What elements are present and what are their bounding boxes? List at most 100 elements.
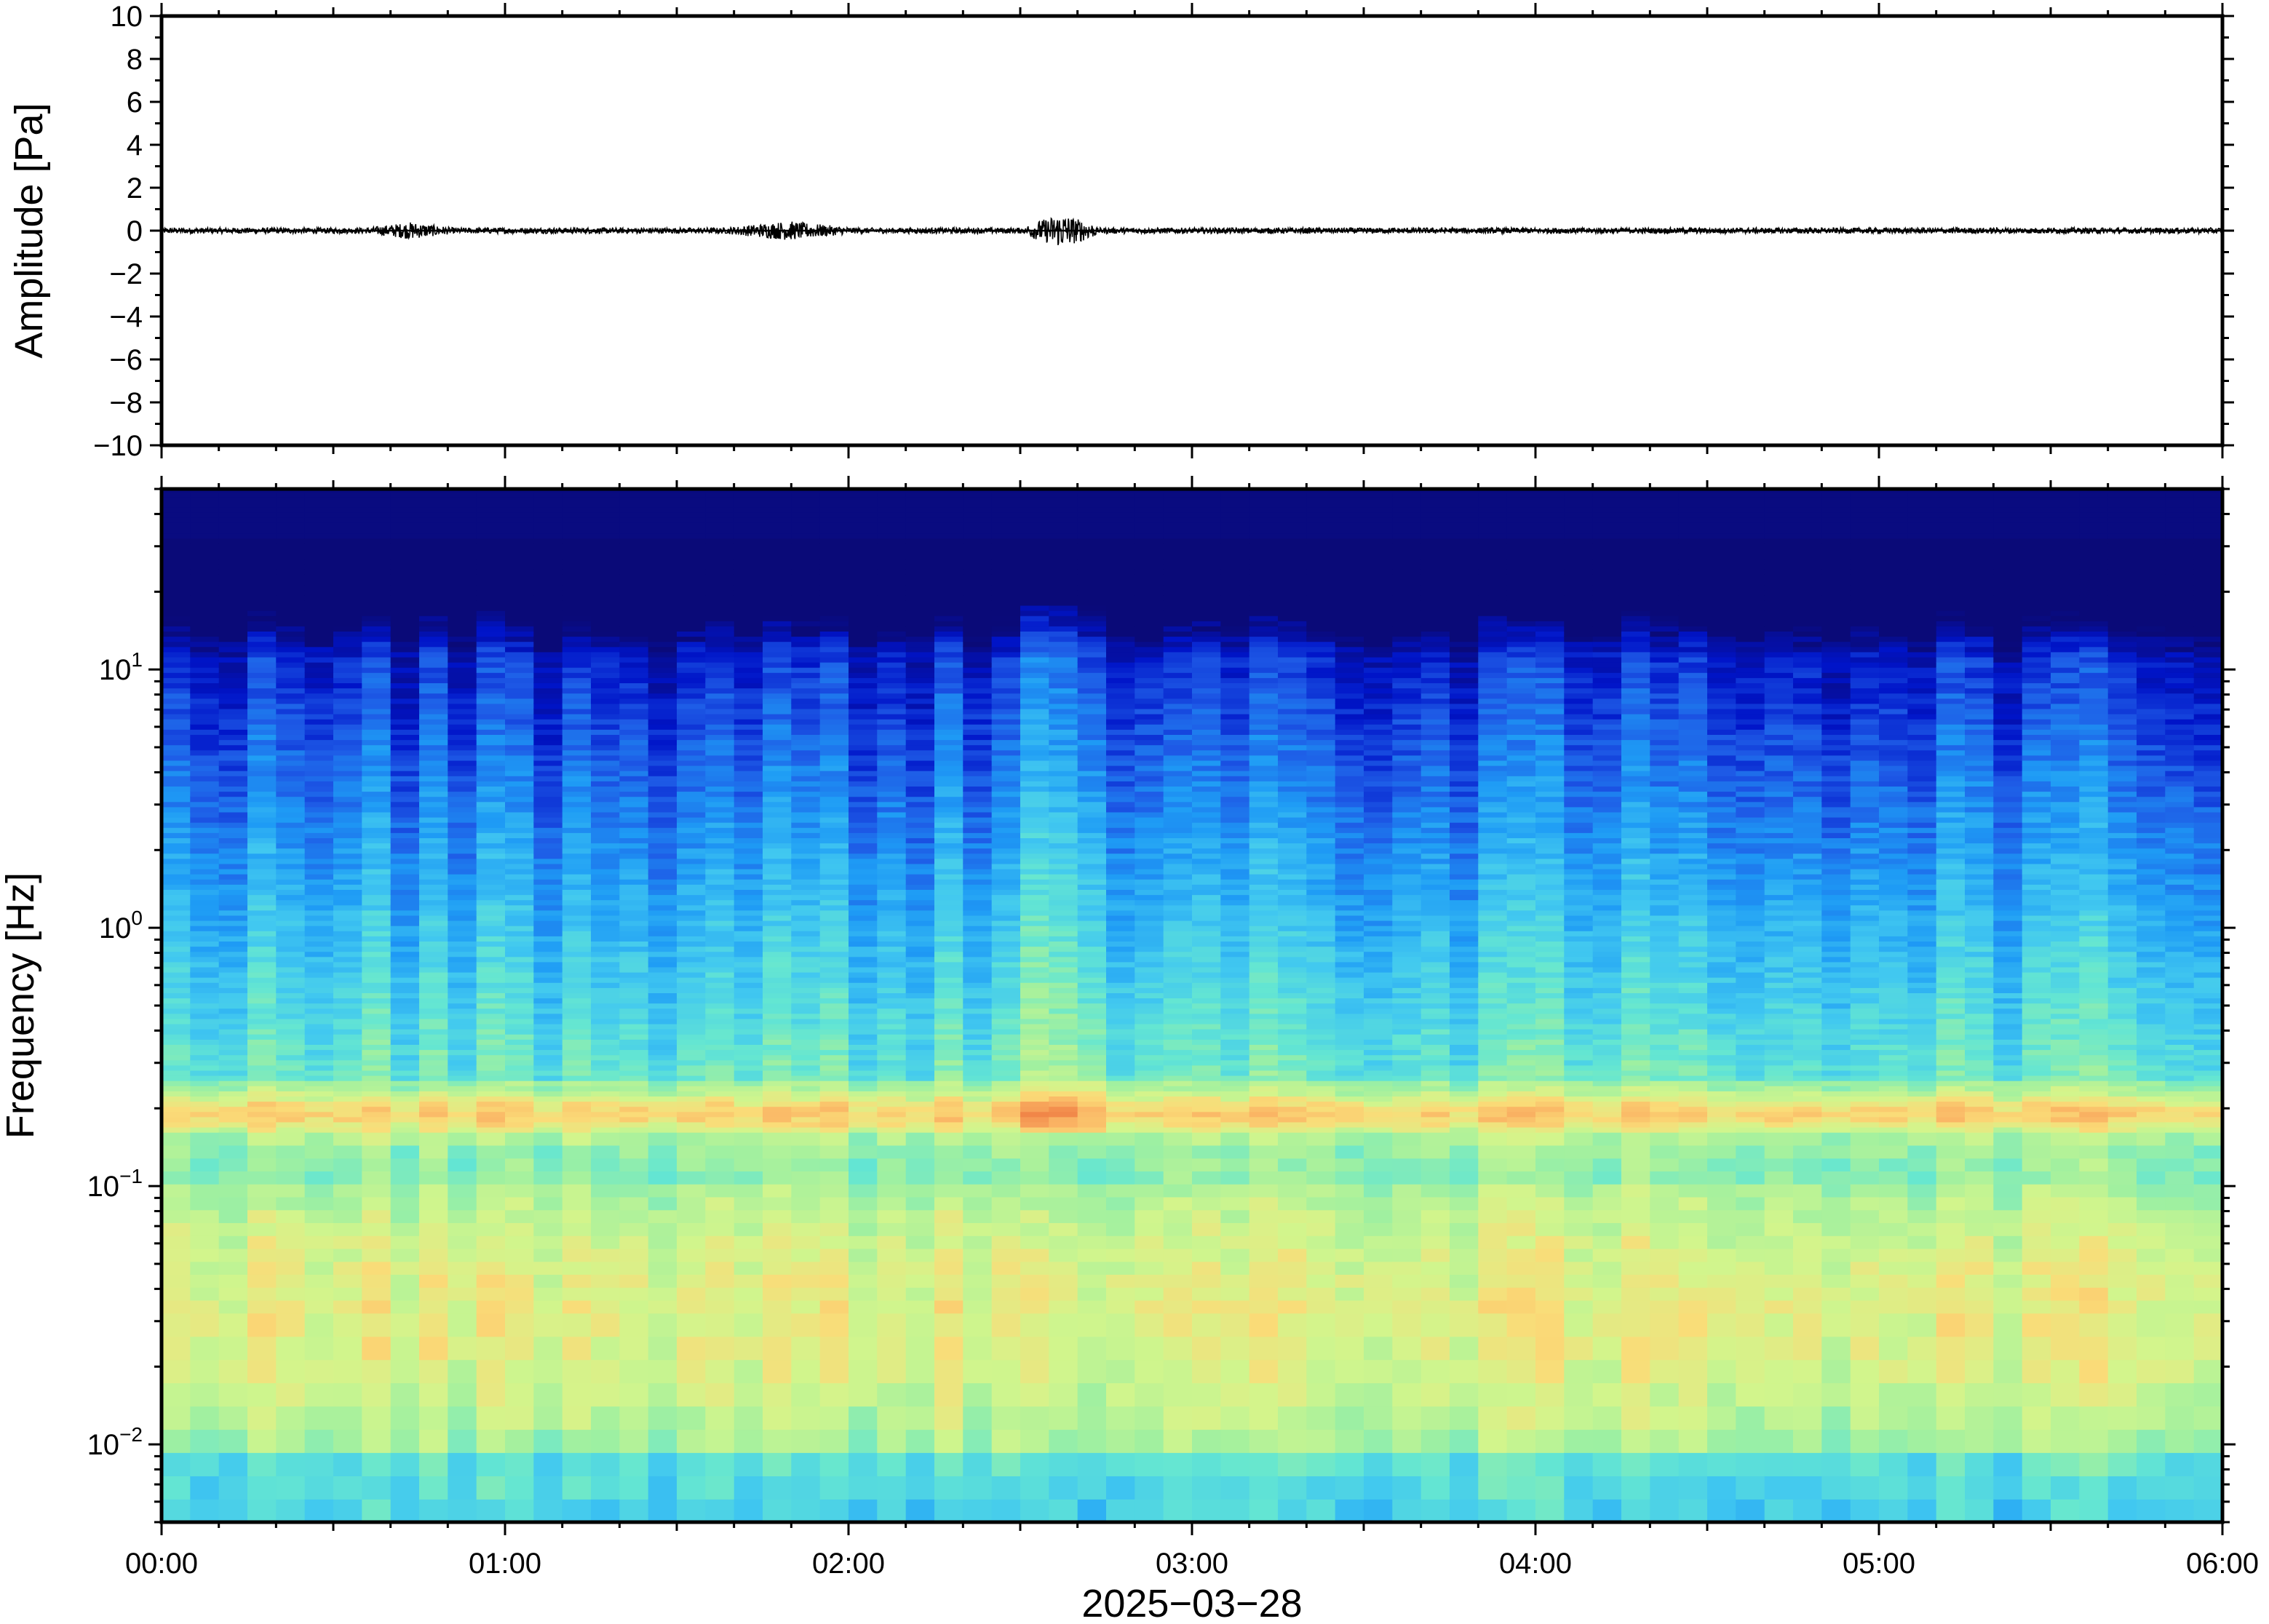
spectrogram-cell [791,553,821,560]
spectrogram-cell [905,858,935,864]
spectrogram-cell [218,1106,248,1112]
spectrogram-cell [390,791,420,797]
spectrogram-cell [190,621,220,626]
spectrogram-cell [763,631,792,637]
spectrogram-cell [476,791,506,797]
spectrogram-cell [390,698,420,704]
spectrogram-cell [791,1075,821,1081]
spectrogram-cell [390,1499,420,1522]
spectrogram-cell [877,1106,907,1112]
spectrogram-cell [562,734,592,741]
spectrogram-cell [791,672,821,678]
spectrogram-cell [247,992,277,999]
spectrogram-cell [304,1054,334,1061]
spectrogram-cell [218,558,248,565]
spectrogram-cell [419,1121,449,1128]
spectrogram-cell [619,615,649,621]
spectrogram-cell [276,621,306,626]
spectrogram-cell [734,961,763,968]
spectrogram-cell [533,1382,563,1407]
spectrogram-cell [190,931,220,936]
spectrogram-cell [562,749,592,756]
spectrogram-cell [849,688,878,694]
spectrogram-cell [1020,806,1050,813]
spectrogram-cell [991,506,1021,513]
spectrogram-cell [562,496,592,503]
spectrogram-cell [934,744,964,751]
spectrogram-cell [333,600,363,606]
spectrogram-cell [562,982,592,988]
spectrogram-cell [819,987,849,993]
spectrogram-cell [190,1235,220,1249]
spectrogram-cell [304,1274,334,1288]
spectrogram-cell [1049,796,1078,803]
spectrogram-cell [763,1126,792,1133]
spectrogram-cell [276,925,306,931]
spectrogram-cell [849,589,878,596]
spectrogram-cell [877,1299,907,1314]
spectrogram-cell [734,1209,763,1223]
spectrogram-cell [877,966,907,973]
spectrogram-cell [533,666,563,673]
spectrogram-cell [419,1059,449,1066]
spectrogram-cell [1077,765,1107,771]
spectrogram-cell [591,936,621,942]
spectrogram-cell [362,1158,392,1171]
spectrogram-cell [963,501,993,508]
spectrogram-cell [905,853,935,859]
spectrogram-cell [190,904,220,911]
spectrogram-cell [877,837,907,844]
spectrogram-cell [218,636,248,642]
spectrogram-cell [991,641,1021,648]
spectrogram-cell [1077,925,1107,931]
spectrogram-cell [190,873,220,880]
spectrogram-cell [934,1171,964,1185]
spectrogram-cell [849,1274,878,1288]
spectrogram-cell [1077,703,1107,709]
spectrogram-cell [419,889,449,896]
spectrogram-cell [247,1476,277,1500]
spectrogram-cell [218,1064,248,1071]
spectrogram-cell [247,718,277,725]
spectrogram-cell [362,1359,392,1384]
spectrogram-cell [677,1476,707,1500]
spectrogram-cell [791,811,821,818]
spectrogram-cell [162,506,191,513]
spectrogram-cell [304,1008,334,1014]
spectrogram-cell [791,1008,821,1014]
spectrogram-cell [963,956,993,963]
spectrogram-cell [877,868,907,875]
spectrogram-cell [991,992,1021,999]
spectrogram-cell [591,868,621,875]
spectrogram-cell [419,951,449,958]
spectrogram-cell [734,915,763,921]
spectrogram-cell [734,811,763,818]
spectrogram-cell [905,1039,935,1045]
spectrogram-cell [877,666,907,673]
spectrogram-cell [991,961,1021,968]
spectrogram-cell [734,971,763,978]
spectrogram-cell [448,1222,477,1236]
spectrogram-cell [190,501,220,508]
spectrogram-cell [362,884,392,890]
spectrogram-cell [218,868,248,875]
spectrogram-cell [963,538,993,544]
spectrogram-cell [763,1008,792,1014]
spectrogram-cell [162,1222,191,1236]
spectrogram-cell [419,1064,449,1071]
spectrogram-cell [619,837,649,844]
spectrogram-cell [877,512,907,518]
spectrogram-cell [562,1070,592,1076]
spectrogram-cell [533,708,563,715]
spectrogram-cell [791,781,821,787]
spectrogram-cell [276,1209,306,1223]
spectrogram-cell [877,538,907,544]
spectrogram-cell [562,781,592,787]
spectrogram-cell [162,501,191,508]
spectrogram-cell [190,951,220,958]
spectrogram-cell [819,1023,849,1030]
spectrogram-cell [734,1336,763,1361]
spectrogram-cell [705,936,735,942]
spectrogram-cell [991,1059,1021,1066]
spectrogram-cell [791,889,821,896]
